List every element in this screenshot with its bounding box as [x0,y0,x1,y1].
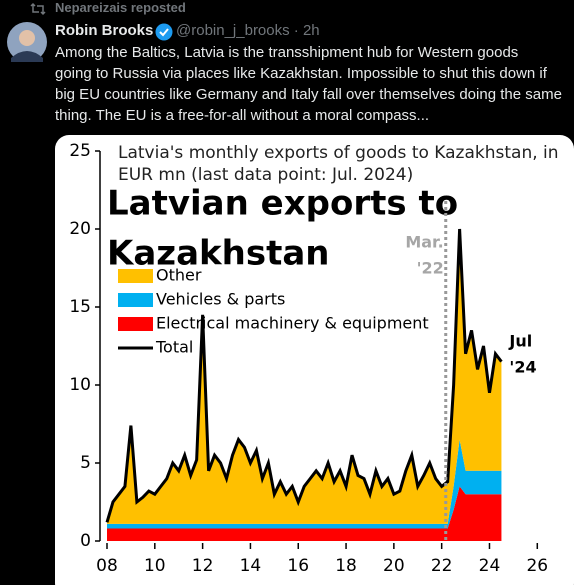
x-tick-label: 18 [335,556,357,576]
y-tick-label: 25 [69,141,91,161]
chart-title: Latvian exports to [107,184,458,224]
x-tick-label: 12 [192,556,214,576]
post-text: going to Russia via places like Kazakhst… [55,65,547,82]
legend-swatch [118,269,153,283]
avatar[interactable] [7,22,47,62]
chart-subtitle: EUR mn (last data point: Jul. 2024) [118,165,413,185]
x-tick-label: 08 [96,556,118,576]
x-tick-label: 26 [526,556,548,576]
legend-label: Electrical machinery & equipment [156,314,429,333]
y-tick-label: 15 [69,297,91,317]
x-tick-label: 10 [144,556,166,576]
post-text: Among the Baltics, Latvia is the transsh… [55,44,519,61]
stacked-area [107,229,502,524]
annotation: '24 [509,358,536,377]
legend-label: Total [155,338,193,357]
annotation: '22 [417,259,444,278]
x-tick-label: 14 [240,556,262,576]
repost-label: Nepareizais reposted [55,0,186,15]
post-text: big EU countries like Germany and Italy … [55,86,562,103]
annotation: Jul [508,332,532,351]
author-name[interactable]: Robin Brooks [55,22,154,39]
annotation: Mar. [405,233,443,252]
legend-label: Other [156,266,202,285]
y-tick-label: 10 [69,375,91,395]
x-tick-label: 16 [287,556,309,576]
chart-title: Kazakhstan [107,234,329,274]
legend-swatch [118,293,153,307]
verified-badge[interactable] [155,23,173,41]
stacked-area [107,486,502,541]
x-tick-label: 24 [479,556,501,576]
x-tick-label: 22 [431,556,453,576]
post-text: thing. The EU is a free-for-all without … [55,107,430,124]
x-tick-label: 20 [383,556,405,576]
y-tick-label: 5 [80,453,91,473]
chart-image[interactable]: 0 5 10 15 20 25 08 10 12 14 16 18 20 22 24 26 Latvia's m… [55,135,574,585]
legend-swatch [118,317,153,331]
legend-label: Vehicles & parts [156,290,285,309]
y-tick-label: 20 [69,219,91,239]
handle-time[interactable]: @robin_j_brooks · 2h [176,22,320,39]
total-line [105,228,503,523]
chart-subtitle: Latvia's monthly exports of goods to Kaz… [118,143,559,163]
y-tick-label: 0 [80,531,91,551]
repost-icon [30,2,46,16]
